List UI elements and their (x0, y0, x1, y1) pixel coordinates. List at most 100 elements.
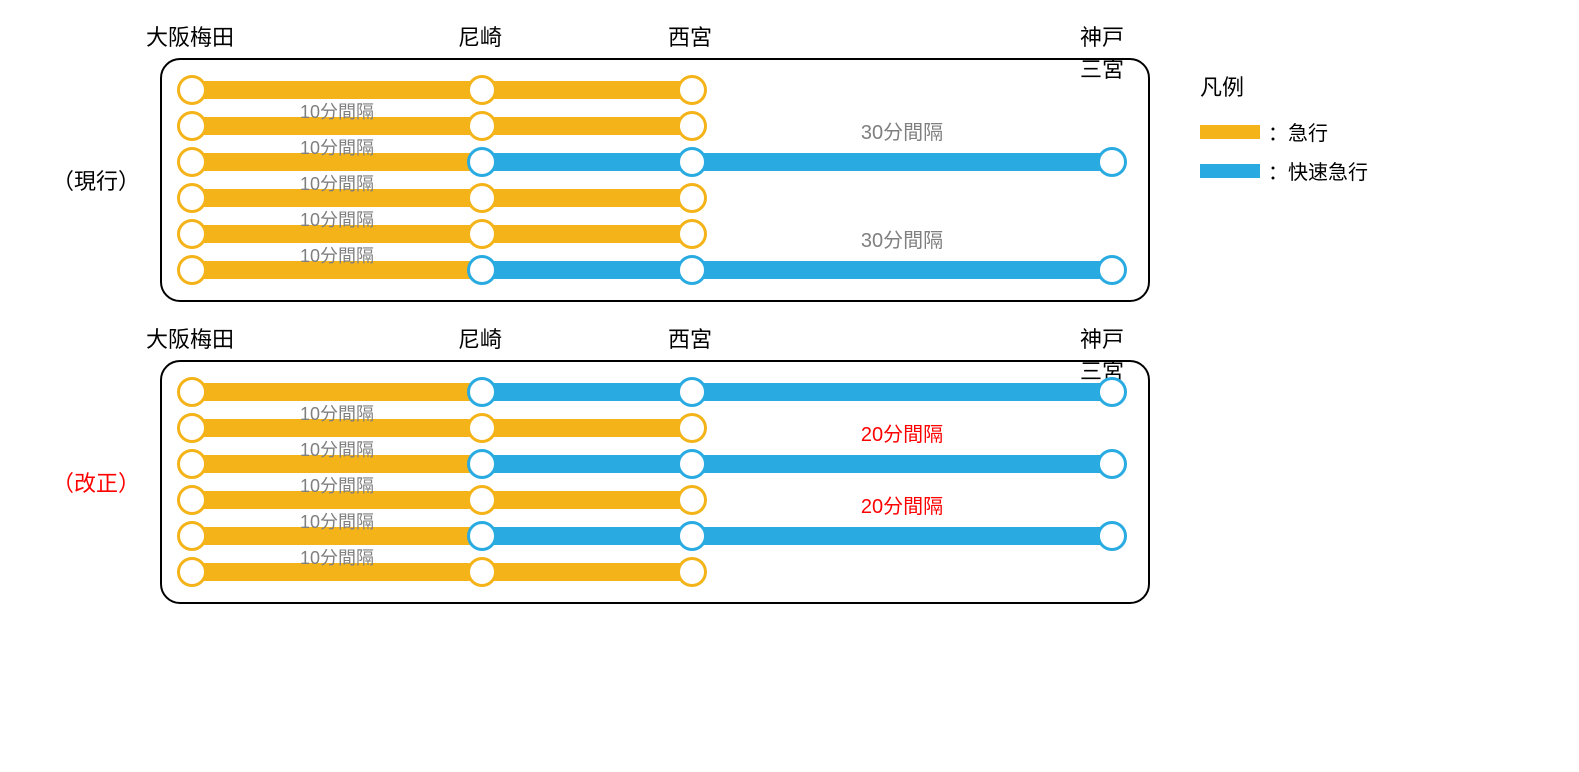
interval-label-small: 10分間隔 (300, 98, 374, 124)
segment-express (192, 383, 482, 401)
station-stop-circle (177, 485, 207, 515)
station-stop-circle (177, 147, 207, 177)
station-stop-circle (467, 219, 497, 249)
interval-label-small: 10分間隔 (300, 400, 374, 426)
station-stop-circle (677, 147, 707, 177)
interval-label-big: 30分間隔 (861, 116, 943, 145)
station-stop-circle (677, 255, 707, 285)
interval-label-small: 10分間隔 (300, 242, 374, 268)
station-label: 尼崎 (458, 20, 502, 52)
segment-rapid_express (692, 383, 1112, 401)
station-stop-circle (177, 219, 207, 249)
legend-swatch (1200, 164, 1260, 178)
station-stop-circle (1097, 255, 1127, 285)
station-stop-circle (177, 449, 207, 479)
legend-item: ：急行 (1200, 117, 1368, 146)
segment-express (482, 81, 692, 99)
station-stop-circle (467, 557, 497, 587)
segment-express (192, 81, 482, 99)
interval-label-big: 30分間隔 (861, 224, 943, 253)
station-stop-circle (677, 219, 707, 249)
station-stop-circle (467, 521, 497, 551)
diagram-container: 大阪梅田尼崎西宮神戸三宮（現行）10分間隔10分間隔10分間隔10分間隔10分間… (20, 20, 1559, 624)
station-label: 尼崎 (458, 322, 502, 354)
segment-express (482, 491, 692, 509)
side-label: （現行） (52, 164, 140, 196)
segment-express (482, 117, 692, 135)
legend-label: ：急行 (1268, 117, 1328, 146)
station-stop-circle (677, 413, 707, 443)
station-label: 西宮 (668, 322, 712, 354)
station-stop-circle (177, 183, 207, 213)
segment-rapid_express (482, 383, 692, 401)
station-stop-circle (1097, 521, 1127, 551)
legend-title: 凡例 (1200, 70, 1368, 102)
segment-express (482, 189, 692, 207)
interval-label-small: 10分間隔 (300, 472, 374, 498)
segment-rapid_express (692, 153, 1112, 171)
station-stop-circle (1097, 449, 1127, 479)
segment-express (482, 225, 692, 243)
main-area: 大阪梅田尼崎西宮神戸三宮（現行）10分間隔10分間隔10分間隔10分間隔10分間… (160, 20, 1170, 624)
interval-label-big: 20分間隔 (861, 418, 943, 447)
station-stop-circle (677, 521, 707, 551)
station-stop-circle (467, 255, 497, 285)
segment-rapid_express (692, 455, 1112, 473)
schedule-block-revised: 大阪梅田尼崎西宮神戸三宮（改正）10分間隔10分間隔10分間隔10分間隔10分間… (160, 322, 1170, 604)
station-stop-circle (467, 111, 497, 141)
legend: 凡例 ：急行 ：快速急行 (1200, 70, 1368, 195)
station-stop-circle (677, 377, 707, 407)
legend-swatch (1200, 125, 1260, 139)
station-stop-circle (677, 111, 707, 141)
schedule-block-current: 大阪梅田尼崎西宮神戸三宮（現行）10分間隔10分間隔10分間隔10分間隔10分間… (160, 20, 1170, 302)
interval-label-small: 10分間隔 (300, 508, 374, 534)
station-stop-circle (467, 183, 497, 213)
station-stop-circle (177, 75, 207, 105)
station-label: 大阪梅田 (146, 20, 234, 52)
segment-express (482, 419, 692, 437)
station-stop-circle (467, 147, 497, 177)
station-stop-circle (177, 413, 207, 443)
segment-rapid_express (482, 455, 692, 473)
interval-label-small: 10分間隔 (300, 206, 374, 232)
segment-rapid_express (482, 527, 692, 545)
station-stop-circle (467, 485, 497, 515)
station-label: 西宮 (668, 20, 712, 52)
stations-header: 大阪梅田尼崎西宮神戸三宮 (160, 322, 1170, 352)
station-stop-circle (677, 485, 707, 515)
station-stop-circle (467, 413, 497, 443)
schedule-panel: （現行）10分間隔10分間隔10分間隔10分間隔10分間隔30分間隔30分間隔 (160, 58, 1150, 302)
station-label: 大阪梅田 (146, 322, 234, 354)
station-stop-circle (467, 449, 497, 479)
station-stop-circle (1097, 147, 1127, 177)
rows-wrap: 10分間隔 10分間隔 10分間隔 10分間隔 10分間隔 30分間隔 30分間隔 (182, 72, 1128, 288)
station-stop-circle (177, 521, 207, 551)
station-stop-circle (1097, 377, 1127, 407)
interval-label-small: 10分間隔 (300, 170, 374, 196)
segment-rapid_express (692, 527, 1112, 545)
segment-rapid_express (482, 261, 692, 279)
interval-label-small: 10分間隔 (300, 436, 374, 462)
station-stop-circle (177, 377, 207, 407)
interval-label-small: 10分間隔 (300, 134, 374, 160)
legend-item: ：快速急行 (1200, 156, 1368, 185)
station-stop-circle (677, 449, 707, 479)
station-stop-circle (677, 183, 707, 213)
segment-rapid_express (692, 261, 1112, 279)
interval-label-small: 10分間隔 (300, 544, 374, 570)
station-stop-circle (177, 557, 207, 587)
stations-header: 大阪梅田尼崎西宮神戸三宮 (160, 20, 1170, 50)
side-label: （改正） (52, 466, 140, 498)
schedule-panel: （改正）10分間隔10分間隔10分間隔10分間隔10分間隔20分間隔20分間隔 (160, 360, 1150, 604)
segment-rapid_express (482, 153, 692, 171)
station-stop-circle (467, 377, 497, 407)
station-stop-circle (177, 255, 207, 285)
station-stop-circle (677, 557, 707, 587)
legend-label: ：快速急行 (1268, 156, 1368, 185)
station-stop-circle (177, 111, 207, 141)
interval-label-big: 20分間隔 (861, 490, 943, 519)
station-stop-circle (677, 75, 707, 105)
rows-wrap: 10分間隔 10分間隔 10分間隔 10分間隔 10分間隔 20分間隔 20分間隔 (182, 374, 1128, 590)
segment-express (482, 563, 692, 581)
station-stop-circle (467, 75, 497, 105)
